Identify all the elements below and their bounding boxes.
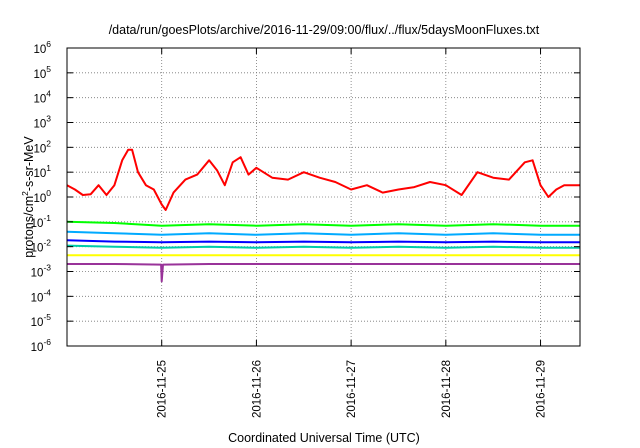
y-axis-label-superscript: 2 bbox=[20, 191, 30, 196]
x-axis-label: Coordinated Universal Time (UTC) bbox=[228, 431, 420, 445]
y-tick-label: 103 bbox=[33, 114, 51, 131]
y-axis: 10-6 10-5 10-4 10-3 10-2 10-1 100 101 102 103 104 1… bbox=[31, 39, 580, 354]
y-tick-label: 10-2 bbox=[31, 238, 52, 255]
y-tick-label: 10-5 bbox=[31, 312, 52, 329]
y-tick-label: 10-3 bbox=[31, 263, 52, 280]
y-tick-label: 102 bbox=[33, 138, 51, 155]
x-tick-label: 2016-11-25 bbox=[157, 360, 169, 418]
series-group bbox=[66, 148, 580, 283]
y-axis-label: protons/cm2-s-sr-MeV bbox=[20, 136, 36, 258]
grid-lines bbox=[67, 48, 580, 346]
y-axis-label-main: protons/cm bbox=[22, 196, 36, 258]
y-tick-label: 10-1 bbox=[31, 213, 52, 230]
y-tick-label: 10-4 bbox=[31, 287, 52, 304]
chart-title: /data/run/goesPlots/archive/2016-11-29/0… bbox=[109, 23, 540, 37]
x-tick-label: 2016-11-29 bbox=[536, 360, 548, 418]
x-tick-label: 2016-11-26 bbox=[251, 360, 263, 418]
series-line bbox=[66, 220, 580, 227]
series-line bbox=[67, 263, 580, 283]
series-line bbox=[66, 239, 580, 244]
y-tick-label: 105 bbox=[33, 64, 51, 81]
y-tick-label: 100 bbox=[33, 188, 51, 205]
y-axis-label-units: -s-sr-MeV bbox=[22, 136, 36, 192]
series-line bbox=[66, 230, 580, 236]
plot-frame bbox=[66, 47, 581, 347]
series-line bbox=[66, 244, 580, 249]
series-line bbox=[66, 148, 580, 211]
y-tick-label: 104 bbox=[33, 89, 51, 106]
x-tick-label: 2016-11-28 bbox=[441, 360, 453, 418]
y-tick-label: 101 bbox=[33, 163, 51, 180]
y-tick-label: 10-6 bbox=[31, 337, 52, 354]
x-tick-label: 2016-11-27 bbox=[346, 360, 358, 418]
x-axis: 2016-11-25 2016-11-26 2016-11-27 2016-11-28… bbox=[157, 48, 548, 418]
y-tick-label: 106 bbox=[33, 39, 51, 56]
